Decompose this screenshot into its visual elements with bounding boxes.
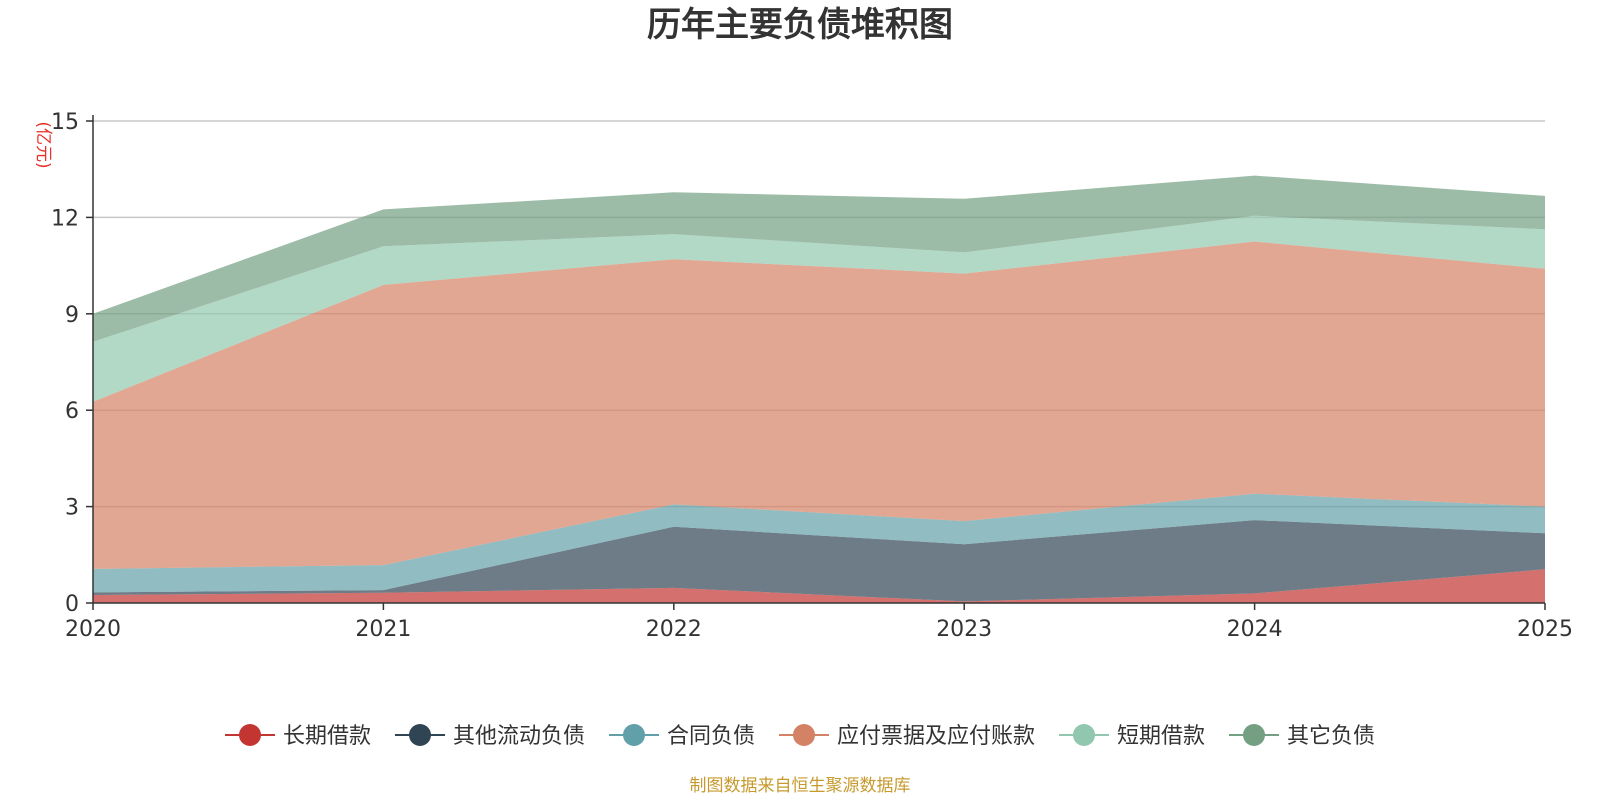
area-series-5 <box>93 175 1545 342</box>
x-tick-label-2024: 2024 <box>1227 617 1283 642</box>
legend[interactable]: 长期借款 其他流动负债 合同负债 应付票据及应付账款 短期借款 其它负债 <box>225 724 1375 749</box>
legend-label-4: 短期借款 <box>1117 724 1205 749</box>
x-tick-label-2021: 2021 <box>355 617 411 642</box>
legend-item-51764ed66d4152a88d1f503a[interactable]: 其他流动负债 <box>395 724 585 749</box>
axes: 0 3 6 9 12 15 2020 2021 2022 2023 2024 2025 <box>51 110 1573 642</box>
legend-item-5e944ed87968636e53ca5e944ed88d266b3e[interactable]: 应付票据及应付账款 <box>779 724 1035 749</box>
legend-label-1: 其他流动负债 <box>453 724 585 749</box>
legend-item-51765b838d1f503a[interactable]: 其它负债 <box>1229 724 1375 749</box>
x-tick-label-2020: 2020 <box>65 617 121 642</box>
area-series-2 <box>93 493 1545 593</box>
legend-marker-3 <box>793 724 815 746</box>
chart-title: 历年主要负债堆积图 <box>647 5 953 45</box>
area-series-4 <box>93 215 1545 402</box>
data-source-note: 制图数据来自恒生聚源数据库 <box>690 776 911 796</box>
legend-label-5: 其它负债 <box>1287 724 1375 749</box>
area-series-3 <box>93 241 1545 569</box>
y-axis-unit: (亿元) <box>33 121 53 168</box>
y-tick-label-3: 3 <box>65 496 79 521</box>
legend-marker-4 <box>1073 724 1095 746</box>
x-tick-label-2022: 2022 <box>646 617 702 642</box>
y-tick-label-0: 0 <box>65 592 79 617</box>
y-tick-label-12: 12 <box>51 206 79 231</box>
y-tick-label-15: 15 <box>51 110 79 135</box>
legend-marker-2 <box>623 724 645 746</box>
legend-marker-1 <box>409 724 431 746</box>
area-series-0 <box>93 569 1545 603</box>
area-series-1 <box>93 520 1545 602</box>
x-tick-label-2025: 2025 <box>1517 617 1573 642</box>
y-tick-label-9: 9 <box>65 303 79 328</box>
y-tick-label-6: 6 <box>65 399 79 424</box>
legend-marker-5 <box>1243 724 1265 746</box>
legend-marker-0 <box>239 724 261 746</box>
legend-label-0: 长期借款 <box>283 724 371 749</box>
legend-label-2: 合同负债 <box>667 724 755 749</box>
legend-item-957f671f501f6b3e[interactable]: 长期借款 <box>225 724 371 749</box>
legend-label-3: 应付票据及应付账款 <box>837 724 1035 749</box>
x-tick-label-2023: 2023 <box>936 617 992 642</box>
legend-item-77ed671f501f6b3e[interactable]: 短期借款 <box>1059 724 1205 749</box>
legend-item-5408540c8d1f503a[interactable]: 合同负债 <box>609 724 755 749</box>
area-series <box>93 175 1545 603</box>
